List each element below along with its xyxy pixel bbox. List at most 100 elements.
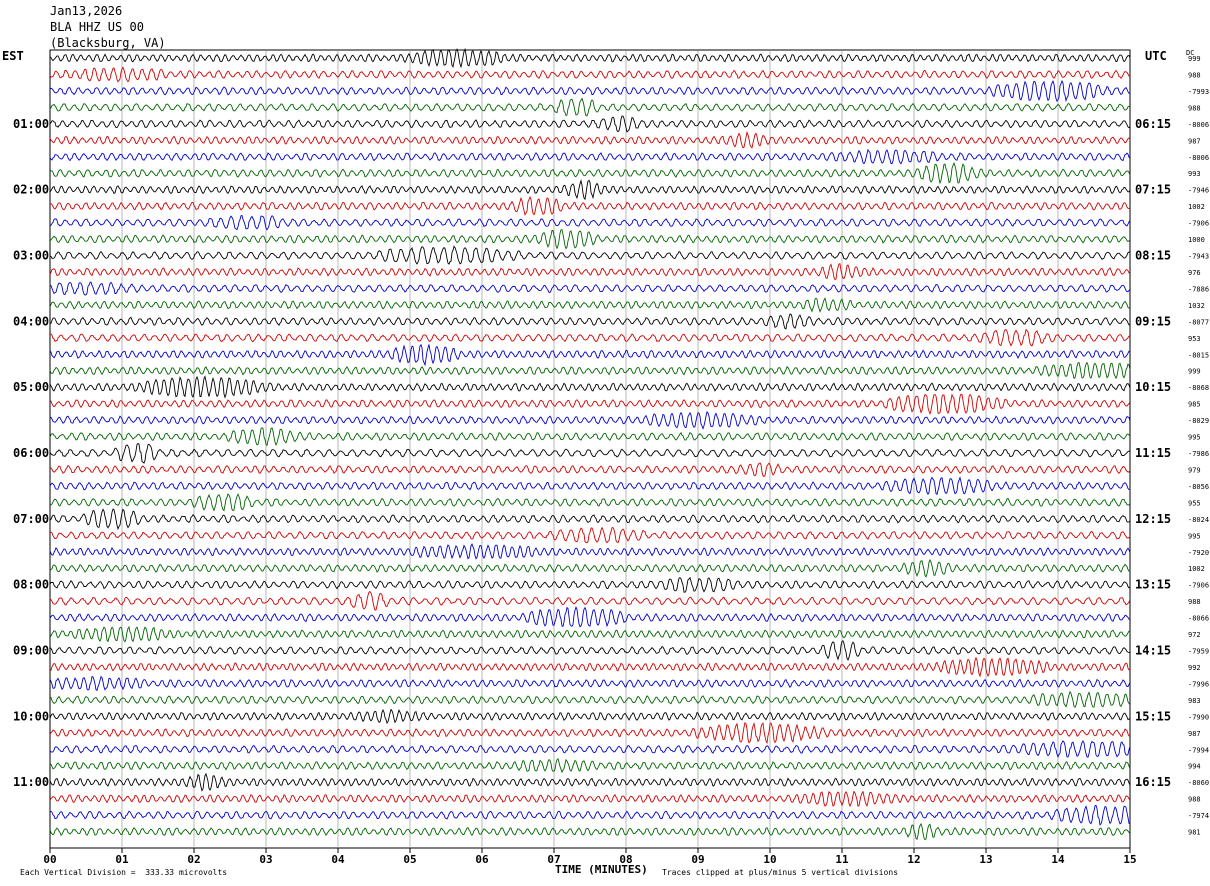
x-tick-label: 03 (259, 853, 272, 866)
timezone-label-left: EST (2, 49, 24, 63)
dc-offset-label: 1000 (1188, 236, 1205, 244)
dc-offset-label: 979 (1188, 466, 1201, 474)
trace-line (49, 772, 1131, 792)
trace-line (49, 640, 1131, 661)
est-hour-label: 02:00 (13, 183, 49, 197)
dc-offset-label: -7996 (1188, 680, 1209, 688)
trace-line (49, 281, 1131, 296)
trace-line (49, 822, 1131, 841)
trace-line (49, 543, 1131, 560)
dc-offset-label: 987 (1188, 137, 1201, 145)
x-tick-label: 05 (403, 853, 416, 866)
est-hour-label: 01:00 (13, 117, 49, 131)
dc-offset-label: 1032 (1188, 302, 1205, 310)
trace-line (49, 148, 1131, 165)
dc-offset-label: -7943 (1188, 253, 1209, 261)
trace-line (49, 558, 1131, 578)
trace-line (49, 178, 1131, 201)
x-tick-label: 09 (691, 853, 704, 866)
x-tick-label: 02 (187, 853, 200, 866)
dc-offset-label: -8024 (1188, 516, 1209, 524)
utc-hour-label: 12:15 (1135, 512, 1171, 526)
dc-offset-label: 987 (1188, 730, 1201, 738)
dc-offset-label: -8060 (1188, 779, 1209, 787)
est-hour-label: 05:00 (13, 380, 49, 394)
est-hour-label: 08:00 (13, 578, 49, 592)
dc-offset-label: -8029 (1188, 417, 1209, 425)
trace-line (49, 375, 1131, 399)
est-hour-label: 07:00 (13, 512, 49, 526)
trace-line (49, 757, 1131, 774)
scale-note: Each Vertical Division = 333.33 microvol… (20, 868, 228, 877)
trace-line (49, 47, 1131, 69)
dc-offset-label: 1002 (1188, 565, 1205, 573)
trace-line (49, 625, 1131, 643)
plot-frame (49, 49, 1131, 849)
dc-offset-label: -8006 (1188, 154, 1209, 162)
dc-offset-label: 995 (1188, 532, 1201, 540)
dc-offset-label: -8006 (1188, 121, 1209, 129)
trace-line (49, 328, 1131, 347)
trace-line (49, 576, 1131, 593)
trace-line (49, 263, 1131, 281)
utc-hour-label: 09:15 (1135, 314, 1171, 328)
trace-line (49, 442, 1131, 464)
trace-line (49, 804, 1131, 826)
trace-line (49, 605, 1131, 628)
x-tick-label: 01 (115, 853, 129, 866)
x-tick-label: 04 (331, 853, 345, 866)
trace-line (49, 343, 1131, 367)
trace-line (50, 656, 1131, 678)
dc-offset-label: 988 (1188, 796, 1201, 804)
trace-line (49, 297, 1131, 313)
dc-offset-label: 999 (1188, 55, 1201, 63)
trace-line (49, 393, 1131, 416)
trace-line (49, 313, 1131, 330)
est-hour-label: 03:00 (13, 249, 49, 263)
trace-line (49, 721, 1131, 745)
est-hour-label: 09:00 (13, 644, 49, 658)
trace-line (49, 590, 1131, 611)
dc-offset-label: 953 (1188, 335, 1201, 343)
est-hour-label: 04:00 (13, 314, 49, 328)
trace-line (49, 410, 1131, 430)
dc-offset-label: 988 (1188, 598, 1201, 606)
dc-offset-label: -7993 (1188, 88, 1209, 96)
dc-label: DC (1186, 49, 1195, 57)
trace-line (49, 708, 1131, 724)
dc-offset-label: 985 (1188, 401, 1201, 409)
timezone-label-right: UTC (1145, 49, 1167, 63)
trace-line (49, 476, 1130, 496)
dc-offset-label: 993 (1188, 170, 1201, 178)
trace-line (49, 790, 1131, 808)
dc-offset-label: 972 (1188, 631, 1201, 639)
trace-line (49, 79, 1131, 103)
dc-offset-label: -7959 (1188, 648, 1209, 656)
x-tick-label: 12 (907, 853, 920, 866)
clip-note: Traces clipped at plus/minus 5 vertical … (662, 868, 899, 877)
trace-line (49, 493, 1131, 512)
dc-offset-label: -7994 (1188, 746, 1209, 754)
dc-offset-label: -7946 (1188, 187, 1209, 195)
trace-line (49, 526, 1131, 544)
trace-line (49, 361, 1131, 380)
utc-hour-label: 15:15 (1135, 709, 1171, 723)
header-location: (Blacksburg, VA) (50, 36, 166, 50)
dc-offset-label: 955 (1188, 499, 1201, 507)
dc-offset-label: 994 (1188, 763, 1201, 771)
trace-line (49, 130, 1131, 149)
trace-line (49, 229, 1131, 250)
dc-offset-label: -8056 (1188, 483, 1209, 491)
dc-offset-label: 983 (1188, 697, 1201, 705)
dc-offset-label: -7974 (1188, 812, 1209, 820)
dc-offset-label: -7906 (1188, 582, 1209, 590)
trace-line (49, 195, 1131, 216)
utc-hour-label: 06:15 (1135, 117, 1171, 131)
trace-line (49, 97, 1131, 117)
dc-offset-label: -8068 (1188, 384, 1209, 392)
utc-hour-label: 11:15 (1135, 446, 1171, 460)
est-hour-label: 06:00 (13, 446, 49, 460)
utc-hour-label: 14:15 (1135, 644, 1171, 658)
header-date: Jan13,2026 (50, 4, 123, 18)
